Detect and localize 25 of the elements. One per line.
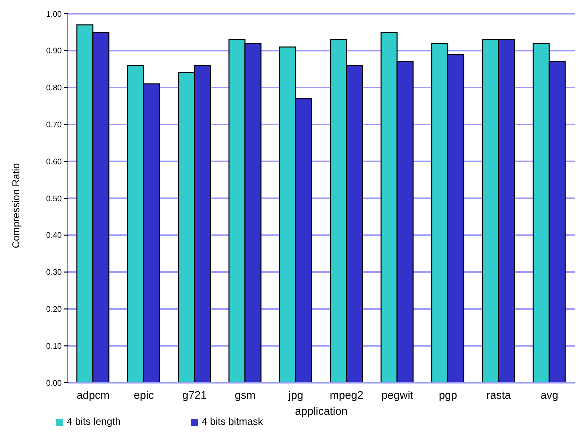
y-tick-label: 0.80 (46, 84, 63, 93)
x-tick-label: rasta (486, 390, 512, 402)
x-tick-label: pegwit (382, 390, 414, 402)
x-tick-label: jpg (288, 390, 304, 402)
x-axis-title: application (295, 406, 348, 418)
x-tick-label: gsm (235, 390, 256, 402)
y-axis-title: Compression Ratio (12, 163, 23, 248)
y-tick-label: 0.00 (46, 378, 63, 388)
y-tick-label: 1.00 (46, 10, 63, 19)
y-tick-label: 0.10 (46, 342, 63, 351)
x-tick-label: pgp (439, 390, 458, 402)
x-tick-label: g721 (182, 390, 207, 402)
x-tick-label: mpeg2 (330, 390, 364, 402)
y-tick-label: 0.60 (46, 157, 63, 166)
y-tick-label: 0.40 (46, 231, 63, 240)
y-tick-label: 0.90 (46, 46, 63, 56)
y-tick-label: 0.70 (46, 120, 63, 130)
x-tick-label: adpcm (76, 390, 110, 402)
legend-label: 4 bits bitmask (202, 417, 264, 428)
x-tick-label: avg (540, 390, 559, 402)
x-tick-label: epic (134, 390, 155, 402)
legend-label: 4 bits length (67, 417, 121, 428)
y-tick-label: 0.50 (46, 194, 63, 204)
y-tick-label: 0.30 (46, 268, 63, 278)
y-tick-label: 0.20 (46, 305, 63, 314)
